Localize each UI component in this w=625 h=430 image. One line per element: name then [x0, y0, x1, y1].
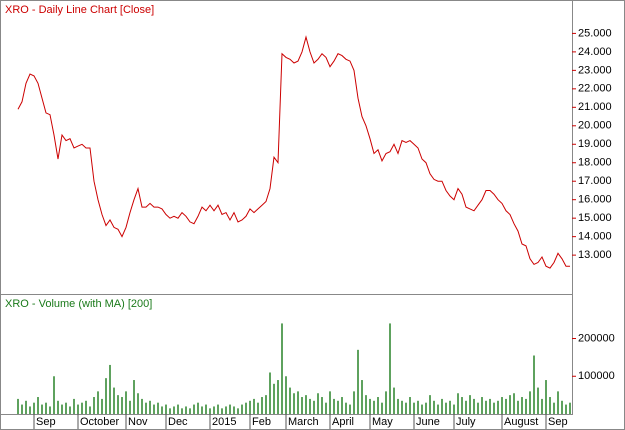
- x-tick-label: June: [416, 416, 440, 428]
- y-tick-label: 22.000: [578, 83, 612, 95]
- y-tick-label: 23.000: [578, 64, 612, 76]
- y-tick-label: 21.000: [578, 101, 612, 113]
- y-tick-label: 20.000: [578, 120, 612, 132]
- y-tick-label: 16.000: [578, 194, 612, 206]
- y-tick-label: 13.000: [578, 249, 612, 261]
- chart-title: XRO - Daily Line Chart [Close]: [5, 4, 154, 16]
- y-tick-label: 15.000: [578, 212, 612, 224]
- x-tick-label: 2015: [212, 416, 236, 428]
- x-tick-label: March: [288, 416, 319, 428]
- y-tick-label: 14.000: [578, 231, 612, 243]
- y-tick-label: 17.000: [578, 175, 612, 187]
- y-tick-label: 100000: [578, 370, 615, 382]
- x-tick-label: Dec: [168, 416, 188, 428]
- y-tick-label: 19.000: [578, 138, 612, 150]
- y-tick-label: 18.000: [578, 157, 612, 169]
- chart-title: XRO - Volume (with MA) [200]: [5, 298, 152, 310]
- x-tick-label: April: [332, 416, 354, 428]
- x-tick-label: Feb: [252, 416, 271, 428]
- x-tick-label: October: [80, 416, 119, 428]
- y-tick-label: 200000: [578, 332, 615, 344]
- x-tick-label: Sep: [36, 416, 56, 428]
- x-tick-label: Nov: [128, 416, 148, 428]
- x-tick-label: May: [372, 416, 393, 428]
- x-tick-label: July: [456, 416, 476, 428]
- y-tick-label: 24.000: [578, 46, 612, 58]
- price-line: [17, 35, 570, 269]
- x-tick-label: Sep: [548, 416, 568, 428]
- y-tick-label: 25.000: [578, 27, 612, 39]
- x-tick-label: August: [504, 416, 538, 428]
